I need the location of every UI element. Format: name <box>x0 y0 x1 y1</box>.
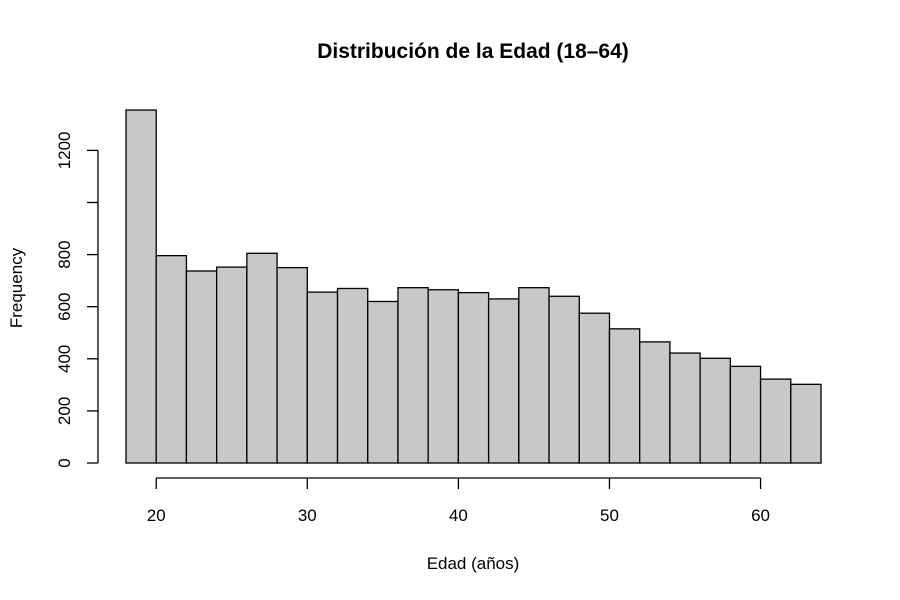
x-tick-label: 40 <box>449 506 468 525</box>
histogram-bar <box>185 270 218 464</box>
x-axis: 20 30 40 50 60 <box>147 477 770 525</box>
x-tick-label: 30 <box>298 506 317 525</box>
histogram-bar <box>759 378 792 464</box>
histogram-bar <box>457 291 490 464</box>
histogram-bar <box>367 300 399 464</box>
y-tick-label: 600 <box>55 293 74 321</box>
chart-title: Distribución de la Edad (18–64) <box>317 40 629 63</box>
x-axis-label: Edad (años) <box>427 554 520 573</box>
histogram-bar <box>487 298 520 464</box>
y-tick-label: 400 <box>55 345 74 373</box>
histogram-bar <box>699 357 731 464</box>
histogram-bar <box>639 341 671 464</box>
histogram-bar <box>790 383 822 464</box>
histogram-bar <box>729 365 762 464</box>
x-tick-label: 50 <box>600 506 619 525</box>
histogram-bar <box>336 287 369 464</box>
y-axis: 0 200 400 600 800 1200 <box>55 131 99 468</box>
y-axis-label: Frequency <box>7 247 26 328</box>
y-tick-label: 800 <box>55 240 74 268</box>
histogram-bar <box>548 295 580 464</box>
histogram-bar <box>246 252 278 464</box>
histogram-bar <box>397 287 429 464</box>
bars-group <box>125 109 822 464</box>
histogram-bar <box>608 328 641 464</box>
y-tick-label: 0 <box>55 458 74 467</box>
histogram-bar <box>306 291 339 464</box>
histogram-bar <box>427 289 460 464</box>
x-tick-label: 60 <box>751 506 770 525</box>
histogram-bar <box>155 254 188 464</box>
y-tick-label: 200 <box>55 397 74 425</box>
histogram-bar <box>125 109 157 464</box>
histogram-bar <box>669 352 701 464</box>
histogram-bar <box>578 312 611 464</box>
x-tick-label: 20 <box>147 506 166 525</box>
histogram-bar <box>276 266 308 464</box>
histogram-bar <box>216 266 248 464</box>
y-tick-label: 1200 <box>55 131 74 169</box>
histogram-bar <box>518 287 550 464</box>
